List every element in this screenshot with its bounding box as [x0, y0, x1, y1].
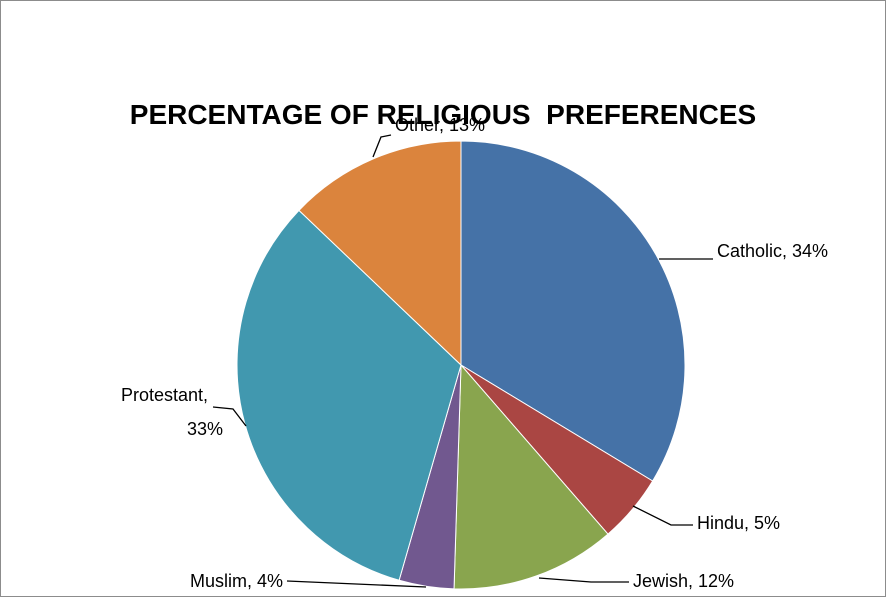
- slice-label-protestant-line-2: 33%: [187, 419, 223, 439]
- leader-line-protestant: [212, 406, 247, 427]
- pie-slice-jewish: [453, 363, 609, 590]
- slice-label-hindu: Hindu, 5%: [697, 513, 780, 533]
- leader-line-other: [372, 134, 392, 158]
- slice-label-muslim: Muslim, 4%: [190, 571, 283, 591]
- leader-line-muslim: [286, 580, 427, 588]
- slice-label-protestant: Protestant,: [121, 385, 208, 405]
- slice-labels: Catholic, 34% Hindu, 5% Jewish, 12% Muslim,…: [121, 115, 828, 591]
- leader-line-hindu: [632, 505, 693, 526]
- pie-slice-catholic: [460, 140, 686, 482]
- pie-slices: [236, 140, 686, 590]
- chart-title-line-1: PERCENTAGE OF RELIGIOUS PREFERENCES: [129, 99, 757, 130]
- slice-label-catholic: Catholic, 34%: [717, 241, 828, 261]
- slice-label-jewish: Jewish, 12%: [633, 571, 734, 591]
- leader-line-jewish: [538, 577, 629, 583]
- leader-lines: [212, 134, 713, 588]
- slice-label-other: Other, 13%: [395, 115, 485, 135]
- pie-slice-other: [298, 140, 462, 367]
